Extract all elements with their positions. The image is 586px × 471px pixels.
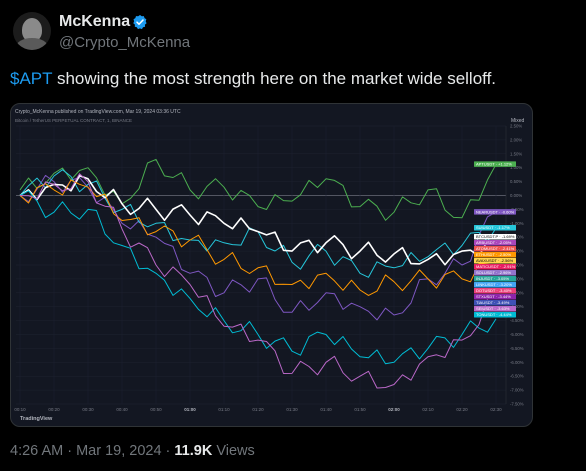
y-tick-label: -3.00% (510, 276, 524, 281)
cashtag-link[interactable]: $APT (10, 69, 53, 88)
series-line (19, 179, 497, 296)
series-value-label-bg (474, 282, 516, 288)
y-tick-label: 0.50% (510, 179, 522, 184)
series-value-label: TIAUSDT · -3.49% (476, 300, 510, 305)
y-tick-label: -5.00% (510, 332, 524, 337)
author-handle[interactable]: @Crypto_McKenna (59, 34, 191, 51)
x-tick-label: 01:40 (320, 407, 332, 412)
x-tick-label: 00:20 (48, 407, 60, 412)
y-tick-label: -0.50% (510, 207, 524, 212)
avatar[interactable] (13, 12, 51, 50)
y-tick-label: -7.50% (510, 402, 524, 407)
chart-image[interactable]: Crypto_McKenna published on TradingView.… (10, 103, 533, 427)
chart-header: Crypto_McKenna published on TradingView.… (15, 109, 181, 115)
verified-badge-icon (133, 15, 147, 30)
scale-mode-label: Mixed (511, 118, 525, 124)
y-tick-label: -3.50% (510, 290, 524, 295)
series-value-label-bg (474, 246, 516, 252)
y-tick-label: -6.50% (510, 374, 524, 379)
y-tick-label: -1.50% (510, 235, 524, 240)
series-value-label-bg (474, 294, 516, 300)
author-name[interactable]: McKenna (59, 13, 131, 30)
x-tick-label: 00:50 (150, 407, 162, 412)
chart-subheader: Bitcoin / TetherUS PERPETUAL CONTRACT, 1… (15, 118, 132, 123)
tweet-meta: 4:26 AM · Mar 19, 2024 · 11.9K Views (10, 443, 255, 459)
tradingview-watermark: TradingView (20, 416, 53, 422)
series-value-label: DOTUSDT · -3.40% (476, 288, 512, 293)
tweet-time[interactable]: 4:26 AM · Mar 19, 2024 (10, 443, 162, 459)
series-value-label: NEARUSDT · -0.60% (476, 209, 515, 214)
series-value-label: SOLUSDT · -2.96% (476, 270, 511, 275)
series-value-label: BTCUSDT.P · -1.69% (476, 234, 515, 239)
y-tick-label: -1.00% (510, 221, 524, 226)
series-line (19, 173, 497, 389)
views-label: Views (216, 443, 255, 459)
series-value-label-bg (474, 161, 516, 167)
series-value-label-bg (474, 225, 516, 231)
x-tick-label: 02:00 (388, 407, 400, 412)
x-tick-label: 02:30 (490, 407, 502, 412)
x-tick-label: 01:30 (286, 407, 298, 412)
series-value-label-bg (474, 258, 516, 264)
series-value-label-bg (474, 209, 516, 215)
tweet-text: $APT showing the most strength here on t… (10, 69, 496, 89)
series-line (19, 190, 497, 365)
y-tick-label: -7.00% (510, 388, 524, 393)
series-value-label-bg (474, 300, 516, 306)
y-tick-label: 1.50% (510, 151, 522, 156)
y-tick-label: 0.00% (510, 193, 522, 198)
y-tick-label: -2.00% (510, 249, 524, 254)
tweet-body: showing the most strength here on the ma… (52, 69, 497, 88)
x-tick-label: 02:10 (422, 407, 434, 412)
y-tick-label: 2.50% (510, 124, 522, 129)
y-tick-label: -4.00% (510, 304, 524, 309)
series-value-label-bg (474, 288, 516, 294)
x-tick-label: 00:40 (116, 407, 128, 412)
y-tick-label: 2.00% (510, 137, 522, 142)
series-value-label: STXUSDT · -3.44% (476, 294, 511, 299)
x-tick-label: 00:10 (14, 407, 26, 412)
series-line (19, 174, 497, 321)
y-tick-label: 1.00% (510, 165, 522, 170)
series-value-label: ARBUSDT · -2.05% (476, 240, 512, 245)
series-value-label-bg (474, 306, 516, 312)
y-tick-label: -4.50% (510, 318, 524, 323)
series-value-label: ATOMUSDT · -2.41% (476, 246, 515, 251)
x-tick-label: 01:10 (218, 407, 230, 412)
series-value-label: SUIUSDT · -1.17% (476, 225, 510, 230)
x-tick-label: 01:20 (252, 407, 264, 412)
view-count: 11.9K (174, 443, 213, 459)
y-tick-label: -5.50% (510, 346, 524, 351)
series-value-label-bg (474, 264, 516, 270)
series-line (19, 158, 497, 221)
series-line (19, 175, 497, 266)
series-value-label-bg (474, 234, 516, 240)
series-value-label: SEIUSDT · -3.63% (476, 306, 510, 311)
avatar-head (22, 18, 42, 42)
series-value-label: AVAXUSDT · -2.56% (476, 258, 514, 263)
y-tick-label: -2.50% (510, 263, 524, 268)
x-tick-label: 01:00 (184, 407, 196, 412)
series-value-label-bg (474, 252, 516, 258)
series-value-label-bg (474, 312, 516, 318)
series-value-label-bg (474, 270, 516, 276)
series-value-label: INJUSDT · -3.05% (476, 276, 509, 281)
series-value-label: APTUSDT · +1.12% (476, 162, 512, 167)
series-value-label: TONUSDT · -4.44% (476, 312, 512, 317)
series-value-label: LINKUSDT · -3.20% (476, 282, 512, 287)
series-value-label-bg (474, 276, 516, 282)
x-tick-label: 00:30 (82, 407, 94, 412)
x-tick-label: 01:50 (354, 407, 366, 412)
y-tick-label: -6.00% (510, 360, 524, 365)
series-value-label: ETHUSDT · -2.50% (476, 252, 511, 257)
x-tick-label: 02:20 (456, 407, 468, 412)
series-value-label-bg (474, 240, 516, 246)
series-value-label: MATICUSDT · -2.91% (476, 264, 516, 269)
avatar-shoulders (16, 38, 48, 50)
chart-canvas: Crypto_McKenna published on TradingView.… (14, 109, 525, 422)
